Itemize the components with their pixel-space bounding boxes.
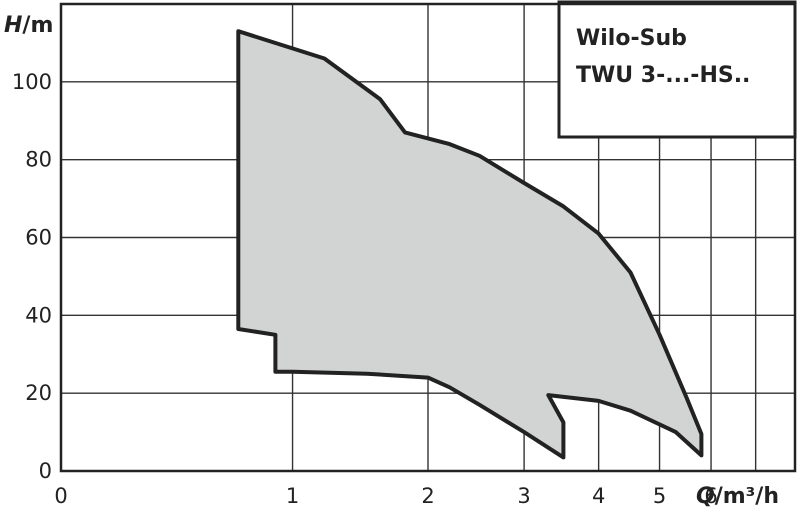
- x-tick-label: 2: [421, 484, 434, 508]
- chart-title-line-2: TWU 3-...-HS..: [576, 63, 750, 88]
- plot-frame: [59, 2, 797, 473]
- operating-range-area: [236, 29, 704, 460]
- y-axis-unit: /m: [22, 13, 53, 38]
- operating-range-layer: [236, 29, 704, 460]
- x-tick-label: 6: [704, 484, 717, 508]
- y-tick-labels: 0 20 40 60 80 100: [12, 70, 52, 483]
- x-tick-label: 5: [653, 484, 666, 508]
- x-tick-labels: 0 1 2 3 4 5 6: [54, 484, 717, 508]
- y-axis-label: H/m: [4, 13, 53, 38]
- x-tick-label: 0: [54, 484, 67, 508]
- x-axis-unit: /m³/h: [715, 484, 779, 509]
- x-tick-label: 1: [286, 484, 299, 508]
- x-axis-symbol: Q: [696, 484, 715, 509]
- y-tick-label: 80: [25, 148, 52, 172]
- y-axis-symbol: H: [4, 13, 22, 38]
- x-axis-label: Q/m³/h: [696, 484, 779, 509]
- chart-title-line-1: Wilo-Sub: [576, 26, 687, 51]
- title-box: Wilo-Sub TWU 3-...-HS..: [557, 0, 797, 139]
- y-tick-label: 20: [25, 381, 52, 405]
- x-tick-label: 3: [517, 484, 530, 508]
- x-tick-label: 4: [592, 484, 605, 508]
- plot-border: [59, 2, 797, 473]
- y-tick-label: 60: [25, 226, 52, 250]
- y-tick-label: 0: [39, 459, 52, 483]
- y-tick-label: 100: [12, 70, 52, 94]
- y-tick-label: 40: [25, 303, 52, 327]
